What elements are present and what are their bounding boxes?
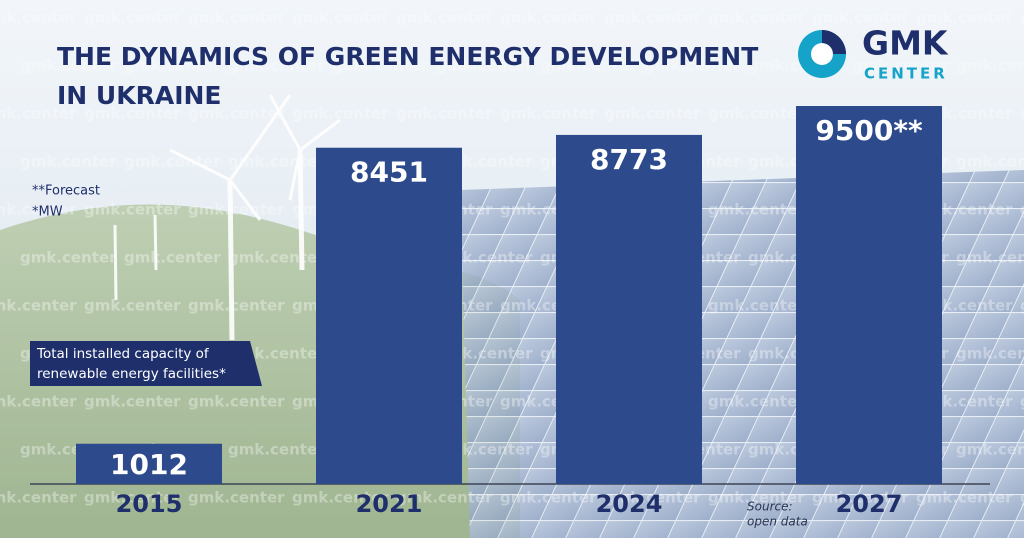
watermark: gmk.center <box>1020 297 1024 315</box>
watermark: gmk.center <box>956 153 1024 171</box>
watermark: gmk.center <box>644 57 741 75</box>
capacity-label: Total installed capacity of <box>36 346 210 362</box>
watermark: gmk.center <box>1020 393 1024 411</box>
logo-text: GMK <box>862 24 949 63</box>
watermark: gmk.center <box>332 57 429 75</box>
watermark: gmk.center <box>20 57 117 75</box>
background-turbines <box>113 94 341 341</box>
bars: 1012 2015 8451 2021 8773 2024 9500** 2027 <box>76 106 942 518</box>
watermark: gmk.center <box>916 9 1013 27</box>
watermark: gmk.center <box>956 57 1024 75</box>
source: Source: <box>747 500 793 514</box>
watermark: gmk.center <box>916 489 1013 507</box>
watermark: gmk.center <box>436 57 533 75</box>
watermark: gmk.center <box>812 489 909 507</box>
watermark: gmk.center <box>0 393 77 411</box>
watermark: gmk.center <box>0 201 77 219</box>
category-label: 2015 <box>116 490 183 518</box>
watermark: gmk.center <box>604 105 701 123</box>
category-label: 2027 <box>836 490 903 518</box>
watermark: gmk.center <box>956 345 1024 363</box>
watermark: gmk.center <box>396 9 493 27</box>
watermark: gmk.center <box>188 9 285 27</box>
watermark: gmk.center <box>956 249 1024 267</box>
bar <box>796 106 942 484</box>
watermark: gmk.center <box>84 201 181 219</box>
watermark: gmk.center <box>708 297 805 315</box>
title-line: IN UKRAINE <box>57 81 222 110</box>
capacity-tag <box>30 341 262 386</box>
bar <box>76 443 222 484</box>
title-line: THE DYNAMICS OF GREEN ENERGY DEVELOPMENT <box>57 42 758 71</box>
category-label: 2024 <box>596 490 663 518</box>
watermark: gmk.center <box>708 9 805 27</box>
watermark: gmk.center <box>228 249 325 267</box>
watermark: gmk.center <box>292 9 389 27</box>
value-label: 8451 <box>350 156 428 189</box>
capacity-label: renewable energy facilities* <box>37 366 226 382</box>
watermark: gmk.center <box>1020 9 1024 27</box>
watermark: gmk.center <box>188 393 285 411</box>
value-label: 9500** <box>815 114 923 147</box>
watermark: gmk.center <box>1020 489 1024 507</box>
watermark: gmk.center <box>604 489 701 507</box>
watermark: gmk.center <box>84 297 181 315</box>
note: *MW <box>32 205 63 220</box>
watermark: gmk.center <box>84 9 181 27</box>
value-label: 8773 <box>590 143 668 176</box>
watermark: gmk.center <box>604 9 701 27</box>
watermark: gmk.center <box>84 105 181 123</box>
watermark: gmk.center <box>292 105 389 123</box>
category-label: 2021 <box>356 490 423 518</box>
watermark: gmk.center <box>0 297 77 315</box>
watermark: gmk.center <box>0 9 77 27</box>
watermark: gmk.center <box>84 393 181 411</box>
watermark: gmk.center <box>396 105 493 123</box>
watermark: gmk.center <box>20 153 117 171</box>
source: open data <box>747 515 808 529</box>
bar <box>556 134 702 484</box>
watermark: gmk.center <box>20 249 117 267</box>
watermark: gmk.center <box>708 201 805 219</box>
watermark: gmk.center <box>500 489 597 507</box>
watermark: gmk.center <box>956 441 1024 459</box>
logo: GMK CENTER <box>798 24 949 83</box>
watermark: gmk.center <box>228 441 325 459</box>
watermark: gmk.center <box>188 105 285 123</box>
watermark: gmk.center <box>292 489 389 507</box>
watermark: gmk.center <box>500 9 597 27</box>
logo-hole <box>811 43 833 65</box>
watermark: gmk.center <box>124 57 221 75</box>
watermark: gmk.center <box>500 105 597 123</box>
watermark: gmk.center <box>84 489 181 507</box>
watermark: gmk.center <box>708 489 805 507</box>
watermark: gmk.center <box>188 201 285 219</box>
watermark: gmk.center <box>852 57 949 75</box>
value-label: 1012 <box>110 448 188 481</box>
watermark: gmk.center <box>1020 105 1024 123</box>
watermark: gmk.center <box>0 489 77 507</box>
watermark: gmk.center <box>188 489 285 507</box>
watermark: gmk.center <box>0 105 77 123</box>
note: **Forecast <box>32 184 100 199</box>
watermark: gmk.center <box>228 153 325 171</box>
watermark: gmk.center <box>812 9 909 27</box>
watermark: gmk.center <box>540 57 637 75</box>
watermark: gmk.center <box>396 489 493 507</box>
watermark: gmk.center <box>124 249 221 267</box>
watermark: gmk.center <box>188 297 285 315</box>
bar <box>316 147 462 485</box>
logo-segment <box>822 30 846 54</box>
watermark: gmk.center <box>124 153 221 171</box>
watermark: gmk.center <box>1020 201 1024 219</box>
watermark: gmk.center <box>708 105 805 123</box>
watermark: gmk.center <box>708 393 805 411</box>
watermark: gmk.center <box>228 57 325 75</box>
logo-subtext: CENTER <box>864 65 948 83</box>
